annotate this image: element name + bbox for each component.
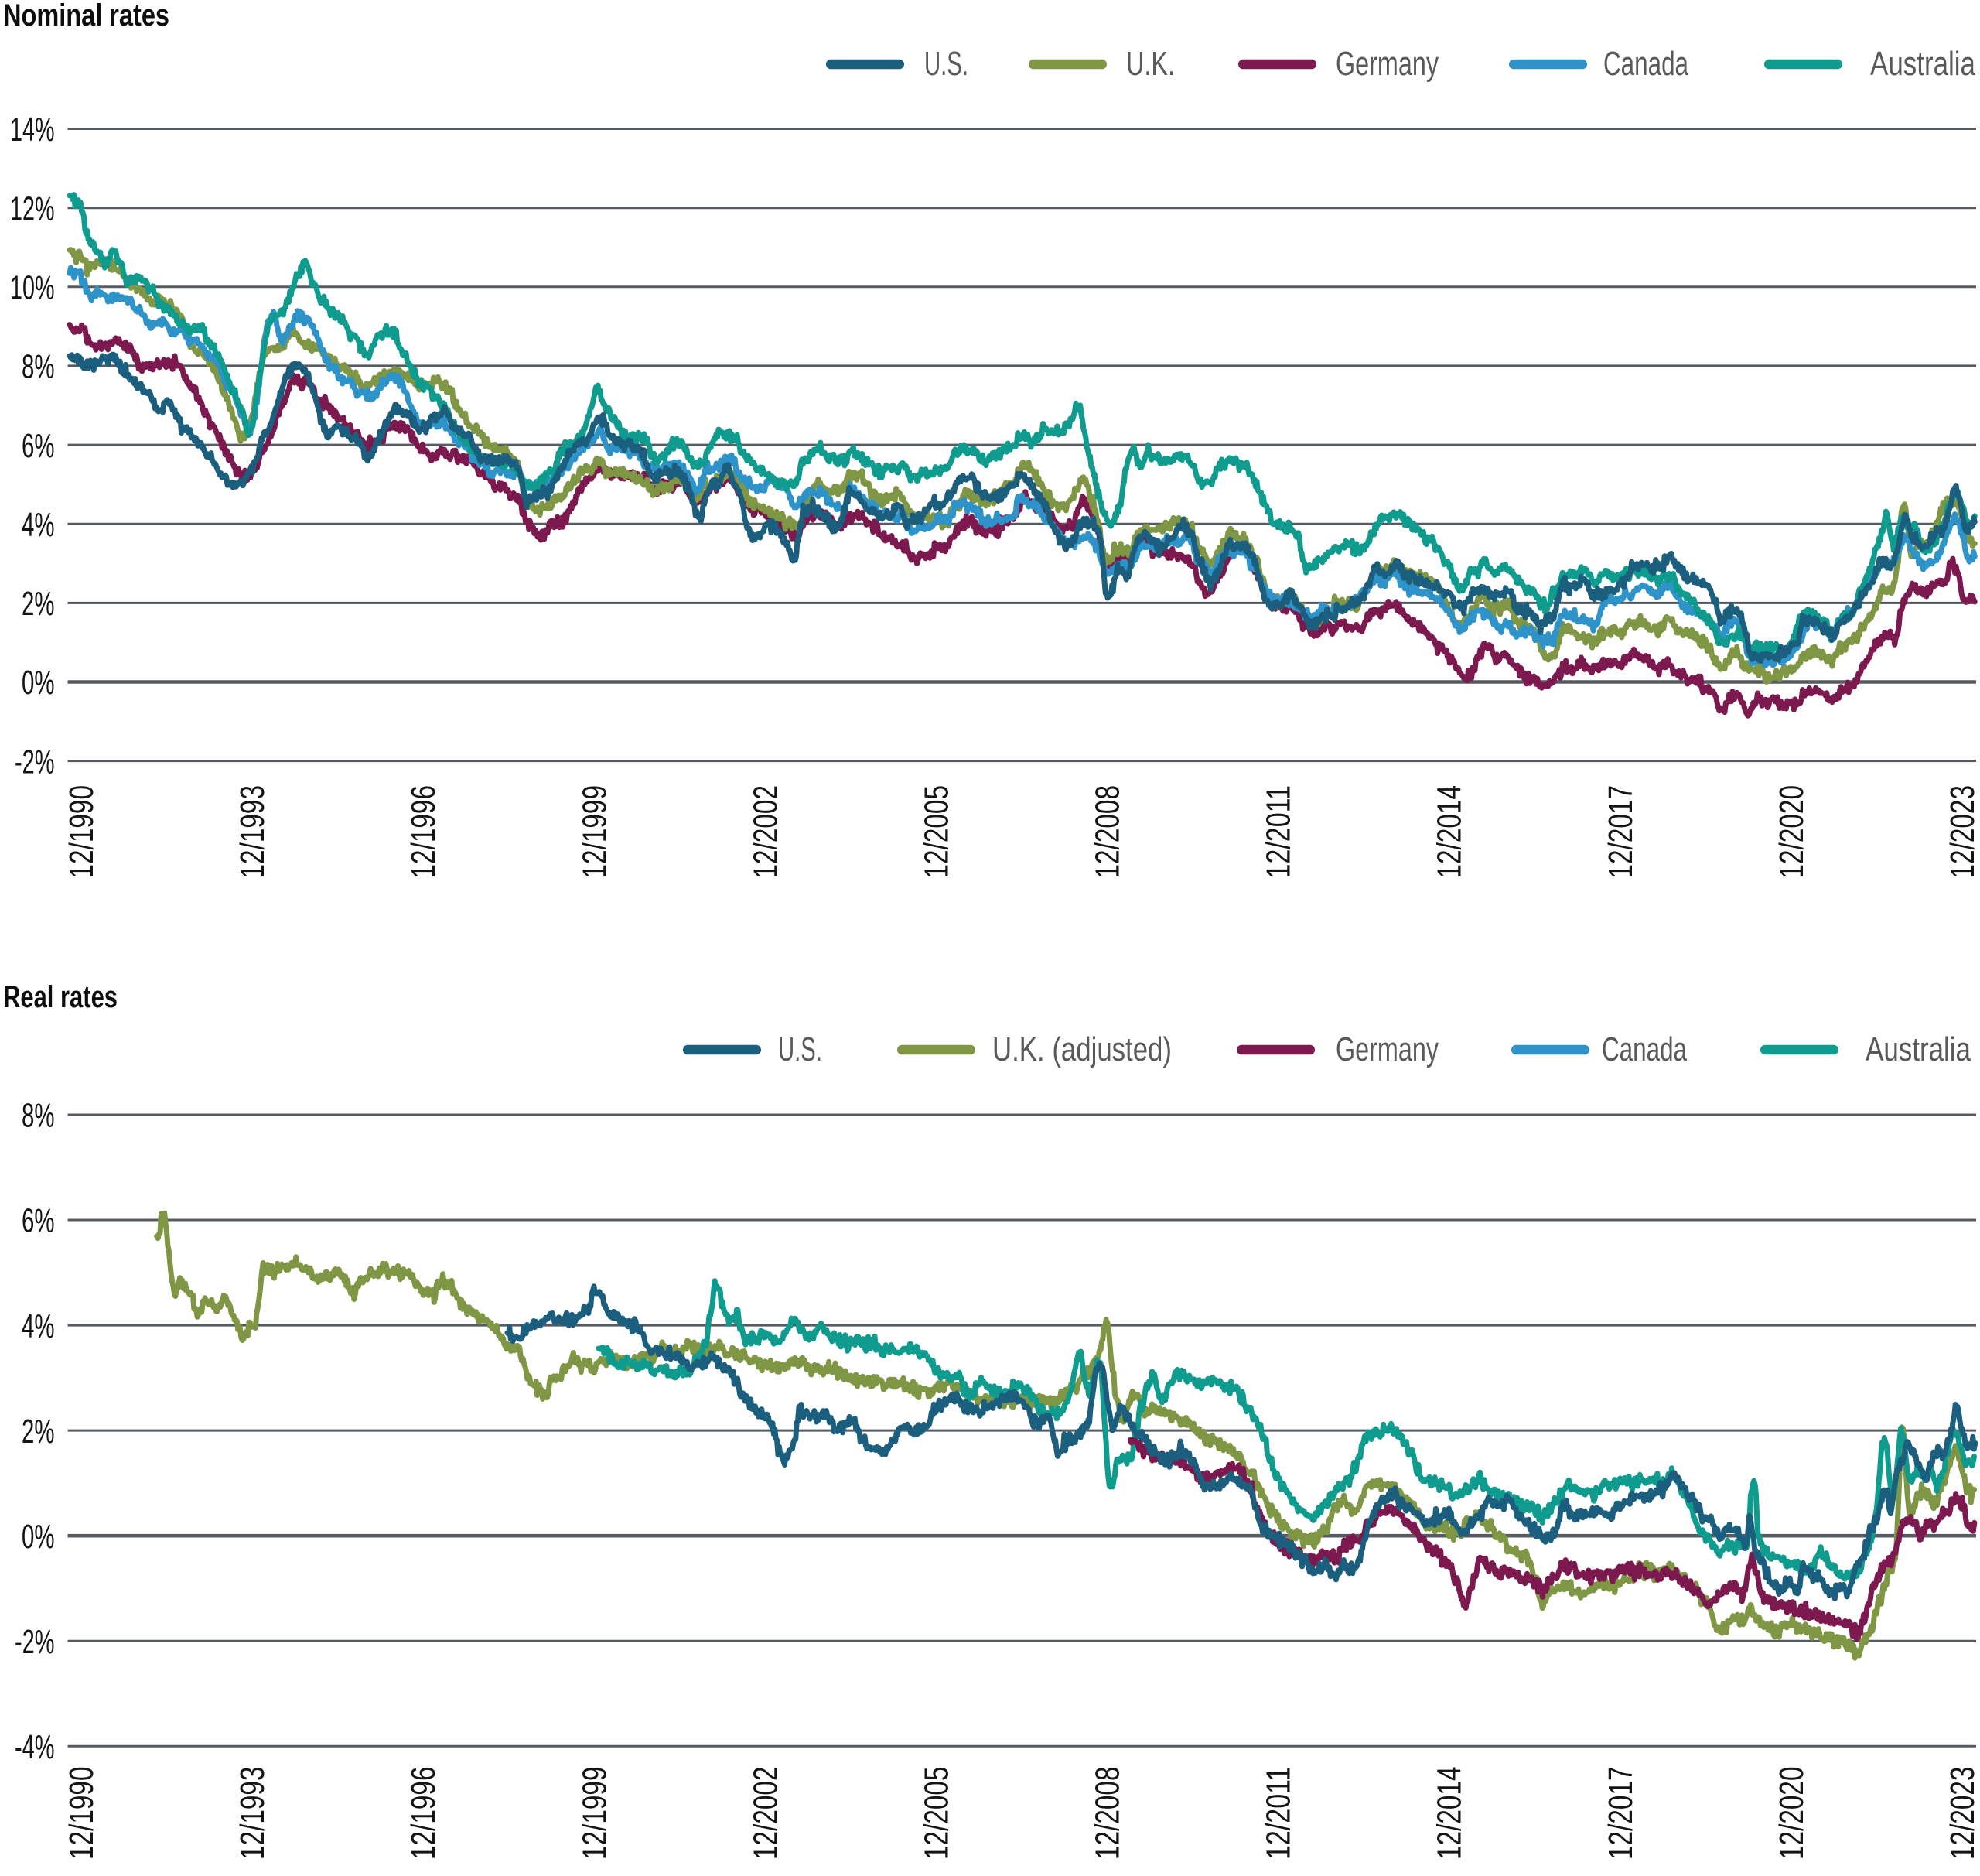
svg-text:12/2002: 12/2002 <box>746 1767 784 1861</box>
svg-text:12/1993: 12/1993 <box>234 1767 271 1861</box>
svg-text:12/2008: 12/2008 <box>1089 1767 1127 1861</box>
svg-text:12/2014: 12/2014 <box>1431 1767 1469 1861</box>
svg-text:10%: 10% <box>10 269 55 307</box>
svg-text:0%: 0% <box>22 1518 55 1556</box>
svg-text:U.K.: U.K. <box>1126 45 1175 83</box>
svg-text:2%: 2% <box>22 585 55 623</box>
svg-text:12/1993: 12/1993 <box>234 785 271 879</box>
svg-text:6%: 6% <box>22 1202 55 1240</box>
svg-text:U.K. (adjusted): U.K. (adjusted) <box>992 1030 1172 1068</box>
svg-text:-2%: -2% <box>15 743 55 781</box>
svg-text:12/2002: 12/2002 <box>746 785 784 879</box>
svg-text:2%: 2% <box>22 1413 55 1451</box>
svg-text:14%: 14% <box>10 111 55 149</box>
svg-text:12/2011: 12/2011 <box>1260 785 1298 879</box>
svg-text:6%: 6% <box>22 427 55 465</box>
svg-text:12/1996: 12/1996 <box>405 1767 442 1861</box>
svg-text:Australia: Australia <box>1866 1030 1971 1068</box>
svg-text:U.S.: U.S. <box>778 1030 822 1068</box>
svg-text:12/1990: 12/1990 <box>63 785 101 879</box>
svg-text:12/1999: 12/1999 <box>575 785 613 879</box>
svg-text:-4%: -4% <box>15 1728 55 1766</box>
svg-text:0%: 0% <box>22 664 55 702</box>
svg-text:8%: 8% <box>22 1097 55 1135</box>
svg-text:12/1996: 12/1996 <box>405 785 442 879</box>
svg-text:4%: 4% <box>22 1307 55 1345</box>
svg-text:12/2023: 12/2023 <box>1944 1767 1980 1861</box>
svg-text:Germany: Germany <box>1336 45 1439 83</box>
svg-text:U.S.: U.S. <box>924 45 968 83</box>
svg-text:12/2008: 12/2008 <box>1089 785 1127 879</box>
svg-text:8%: 8% <box>22 348 55 386</box>
svg-text:12/2011: 12/2011 <box>1260 1767 1298 1861</box>
svg-text:12/2005: 12/2005 <box>918 785 956 879</box>
svg-text:-2%: -2% <box>15 1623 55 1661</box>
svg-text:12/1999: 12/1999 <box>575 1767 613 1861</box>
svg-text:12/2017: 12/2017 <box>1602 1767 1640 1861</box>
svg-text:12/2023: 12/2023 <box>1944 785 1980 879</box>
svg-text:12/2020: 12/2020 <box>1773 1767 1811 1861</box>
svg-text:12/2017: 12/2017 <box>1602 785 1640 879</box>
svg-text:12/1990: 12/1990 <box>63 1767 101 1861</box>
svg-text:Canada: Canada <box>1603 45 1688 83</box>
svg-text:Germany: Germany <box>1336 1030 1439 1068</box>
svg-text:Real rates: Real rates <box>3 980 118 1014</box>
svg-text:12%: 12% <box>10 190 55 227</box>
svg-text:Canada: Canada <box>1602 1030 1687 1068</box>
svg-text:12/2014: 12/2014 <box>1431 785 1469 879</box>
svg-text:12/2005: 12/2005 <box>918 1767 956 1861</box>
svg-text:12/2020: 12/2020 <box>1773 785 1811 879</box>
svg-text:Nominal rates: Nominal rates <box>3 0 169 32</box>
svg-text:4%: 4% <box>22 506 55 544</box>
svg-text:Australia: Australia <box>1870 45 1975 83</box>
